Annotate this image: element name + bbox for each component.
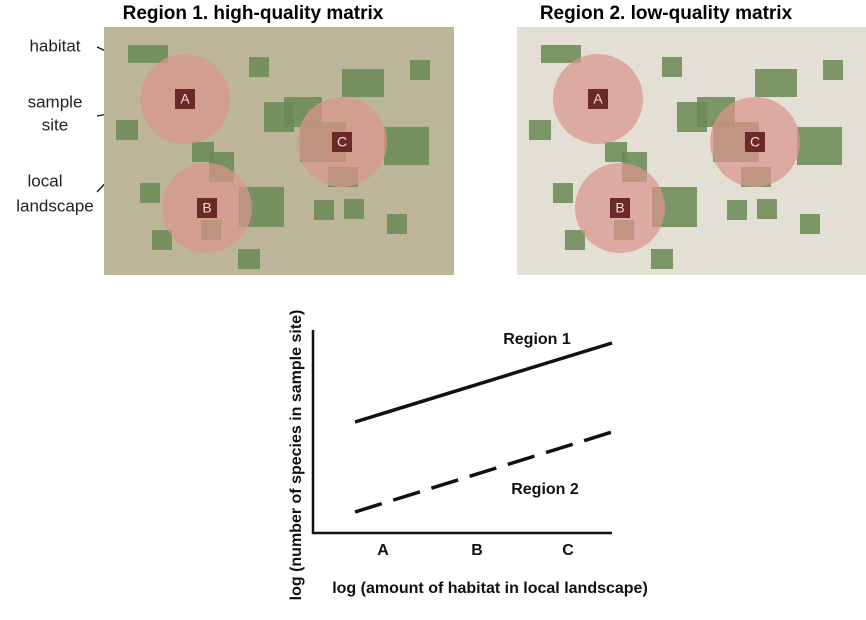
region-title: Region 1. high-quality matrix — [123, 3, 384, 24]
habitat-patch — [152, 230, 172, 250]
habitat-patch — [755, 69, 797, 97]
x-category: A — [377, 542, 389, 559]
habitat-patch — [651, 249, 673, 269]
habitat-patch — [757, 199, 777, 219]
sample-site — [588, 89, 608, 109]
habitat-patch — [800, 214, 820, 234]
habitat-patch — [116, 120, 138, 140]
label: site — [42, 115, 68, 134]
sample-site — [197, 198, 217, 218]
habitat-patch — [823, 60, 843, 80]
habitat-patch — [192, 142, 214, 162]
site-label: C — [337, 134, 347, 150]
habitat-patch — [387, 214, 407, 234]
sample-site — [610, 198, 630, 218]
habitat-patch — [797, 127, 842, 165]
label: habitat — [29, 36, 80, 55]
sample-site — [745, 132, 765, 152]
habitat-patch — [677, 102, 707, 132]
habitat-patch — [529, 120, 551, 140]
habitat-patch — [344, 199, 364, 219]
region-title: Region 2. low-quality matrix — [540, 3, 793, 24]
habitat-patch — [264, 102, 294, 132]
habitat-patch — [541, 45, 581, 63]
label: local — [28, 171, 63, 190]
site-label: B — [615, 200, 624, 216]
x-axis-title: log (amount of habitat in local landscap… — [332, 580, 648, 597]
habitat-patch — [662, 57, 682, 77]
x-category: B — [471, 542, 483, 559]
site-label: A — [593, 91, 603, 107]
series-label: Region 1 — [503, 331, 571, 348]
region1-line — [354, 341, 613, 424]
habitat-patch — [553, 183, 573, 203]
habitat-patch — [605, 142, 627, 162]
series-label: Region 2 — [511, 481, 579, 498]
sample-site — [332, 132, 352, 152]
habitat-patch — [565, 230, 585, 250]
graph-axes — [311, 330, 612, 535]
habitat-patch — [410, 60, 430, 80]
habitat-patch — [727, 200, 747, 220]
label: sample — [28, 92, 83, 111]
sample-site — [175, 89, 195, 109]
site-label: B — [202, 200, 211, 216]
region-panel: A B C Region 1. high-quality matrix — [104, 3, 454, 275]
y-axis-title: log (number of species in sample site) — [288, 310, 305, 601]
label: landscape — [16, 196, 94, 215]
site-label: C — [750, 134, 760, 150]
habitat-patch — [128, 45, 168, 63]
x-category: C — [562, 542, 574, 559]
habitat-patch — [342, 69, 384, 97]
region2-line — [354, 430, 613, 514]
site-label: A — [180, 91, 190, 107]
habitat-patch — [140, 183, 160, 203]
habitat-patch — [249, 57, 269, 77]
region-panel: A B C Region 2. low-quality matrix — [517, 3, 866, 275]
habitat-patch — [238, 249, 260, 269]
habitat-patch — [384, 127, 429, 165]
habitat-patch — [314, 200, 334, 220]
